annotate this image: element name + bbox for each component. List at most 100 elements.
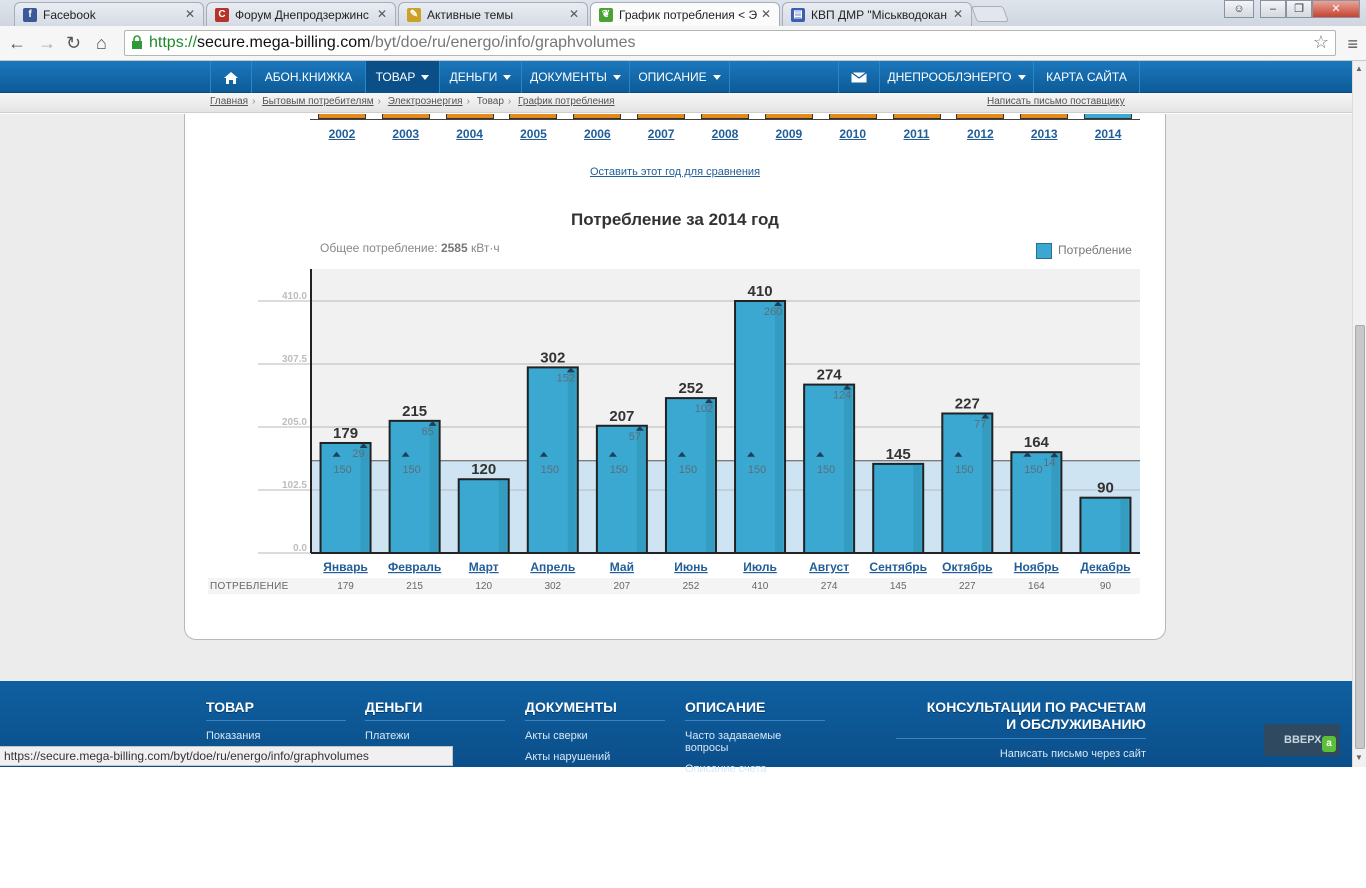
close-icon[interactable]: ✕ (760, 7, 771, 21)
month-link[interactable]: Август (809, 560, 849, 574)
year-bar[interactable] (317, 114, 366, 119)
month-link[interactable]: Январь (323, 560, 367, 574)
scroll-to-top-button[interactable]: ВВЕРХ a (1264, 724, 1340, 756)
scroll-up-arrow-icon[interactable]: ▲ (1355, 64, 1363, 73)
footer-link-bill-description[interactable]: Описание счета (685, 763, 767, 775)
breadcrumb-home[interactable]: Главная (210, 96, 249, 107)
url-input[interactable]: https://secure.mega-billing.com/byt/doe/… (124, 30, 1336, 56)
maximize-button[interactable]: ❐ (1286, 0, 1312, 18)
scroll-down-arrow-icon[interactable]: ▼ (1355, 753, 1363, 762)
month-link[interactable]: Октябрь (942, 560, 992, 574)
tab-consumption-graph[interactable]: ❦ График потребления < Э ✕ (590, 2, 780, 26)
year-bar[interactable] (1084, 114, 1133, 119)
month-link[interactable]: Март (469, 560, 499, 574)
year-bar[interactable] (701, 114, 749, 119)
base-marker-icon (954, 451, 963, 457)
month-link[interactable]: Июль (743, 560, 777, 574)
year-link[interactable]: 2010 (839, 127, 867, 141)
month-link[interactable]: Ноябрь (1014, 560, 1059, 574)
back-icon[interactable]: ← (8, 33, 26, 53)
year-bar[interactable] (445, 114, 494, 119)
excess-marker-icon (1050, 452, 1059, 458)
nav-abon-book[interactable]: АБОН.КНИЖКА (252, 61, 366, 93)
year-bar[interactable] (1020, 114, 1069, 119)
tab-kvp-dmr[interactable]: ▤ КВП ДМР "Міськводокан ✕ (782, 2, 972, 26)
nav-goods[interactable]: ТОВАР (366, 61, 440, 93)
year-link[interactable]: 2008 (711, 127, 739, 141)
close-icon[interactable]: ✕ (184, 7, 195, 21)
total-unit: кВт·ч (470, 241, 500, 255)
year-bar[interactable] (892, 114, 941, 119)
close-icon[interactable]: ✕ (376, 7, 387, 21)
breadcrumb-household[interactable]: Бытовым потребителям (262, 96, 374, 107)
lock-icon (132, 35, 142, 49)
year-link[interactable]: 2004 (456, 127, 483, 141)
breadcrumb-electricity[interactable]: Электроэнергия (387, 96, 463, 107)
year-bar[interactable] (637, 114, 686, 119)
year-bar[interactable] (764, 114, 813, 119)
year-link[interactable]: 2012 (967, 127, 994, 141)
bookmark-star-icon[interactable]: ☆ (1312, 32, 1329, 52)
data-row-cell: 215 (406, 581, 423, 592)
year-link[interactable]: 2007 (647, 127, 675, 141)
close-icon[interactable]: ✕ (568, 7, 579, 21)
year-link[interactable]: 2014 (1094, 127, 1122, 141)
footer-link-faq[interactable]: Часто задаваемые вопросы (685, 730, 782, 754)
scrollbar-thumb[interactable] (1355, 325, 1365, 749)
reload-icon[interactable]: ↻ (66, 33, 82, 53)
year-bar[interactable] (509, 114, 558, 119)
month-link[interactable]: Февраль (388, 560, 441, 574)
home-icon[interactable]: ⌂ (96, 33, 107, 53)
extension-badge-icon[interactable]: a (1322, 736, 1336, 752)
tab-title: КВП ДМР "Міськводокан (811, 8, 947, 22)
user-icon[interactable]: ☺ (1224, 0, 1254, 18)
footer-link-payments[interactable]: Платежи (365, 730, 410, 742)
month-link[interactable]: Июнь (674, 560, 708, 574)
month-link[interactable]: Апрель (530, 560, 575, 574)
year-link[interactable]: 2013 (1030, 127, 1058, 141)
year-link[interactable]: 2003 (392, 127, 420, 141)
year-link[interactable]: 2005 (520, 127, 547, 141)
tab-forum[interactable]: C Форум Днепродзержинс ✕ (206, 2, 396, 26)
year-bar[interactable] (828, 114, 877, 119)
write-via-site-link[interactable]: Написать письмо через сайт (999, 748, 1146, 760)
month-link[interactable]: Декабрь (1080, 560, 1130, 574)
footer-heading: ДОКУМЕНТЫ (525, 699, 665, 721)
leaf-icon: ❦ (599, 8, 613, 22)
year-link[interactable]: 2006 (583, 127, 611, 141)
nav-mail[interactable] (838, 61, 880, 93)
footer-link-reconciliation[interactable]: Акты сверки (525, 730, 588, 742)
close-icon[interactable]: ✕ (952, 7, 963, 21)
bar-value-label: 227 (955, 395, 980, 412)
footer-link-violations[interactable]: Акты нарушений (525, 751, 611, 763)
excess-marker-icon (359, 442, 368, 448)
year-link[interactable]: 2009 (775, 127, 803, 141)
menu-icon[interactable]: ≡ (1347, 34, 1358, 54)
base-marker-icon (747, 451, 756, 457)
close-window-button[interactable]: ✕ (1312, 0, 1360, 18)
nav-dneproblenergo[interactable]: ДНЕПРООБЛЭНЕРГО (880, 61, 1034, 93)
year-bar[interactable] (573, 114, 622, 119)
nav-home[interactable] (210, 61, 252, 93)
tab-active-topics[interactable]: ✎ Активные темы ✕ (398, 2, 588, 26)
year-bar[interactable] (381, 114, 430, 119)
excess-value-label: 29 (352, 448, 364, 460)
new-tab-button[interactable] (971, 6, 1009, 22)
minimize-button[interactable]: – (1260, 0, 1286, 18)
nav-sitemap[interactable]: КАРТА САЙТА (1034, 61, 1140, 93)
compare-year-link[interactable]: Оставить этот год для сравнения (589, 166, 761, 178)
year-link[interactable]: 2011 (903, 127, 930, 141)
year-link[interactable]: 2002 (328, 127, 356, 141)
breadcrumb-graph[interactable]: График потребления (518, 96, 615, 107)
nav-money[interactable]: ДЕНЬГИ (440, 61, 522, 93)
month-link[interactable]: Май (610, 560, 634, 574)
tab-facebook[interactable]: f Facebook ✕ (14, 2, 204, 26)
month-link[interactable]: Сентябрь (869, 560, 927, 574)
forward-icon[interactable]: → (38, 33, 56, 53)
nav-documents[interactable]: ДОКУМЕНТЫ (522, 61, 630, 93)
write-supplier-link[interactable]: Написать письмо поставщику (987, 96, 1125, 107)
footer-link-readings[interactable]: Показания (206, 730, 261, 742)
nav-description[interactable]: ОПИСАНИЕ (630, 61, 730, 93)
page-scrollbar[interactable]: ▲ ▼ (1352, 61, 1366, 767)
year-bar[interactable] (956, 114, 1005, 119)
